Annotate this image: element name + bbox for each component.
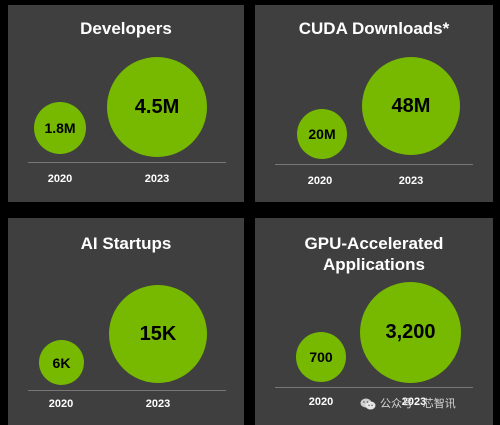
year-label: 2020 [47, 173, 73, 185]
chart-title-line-2: Applications [322, 255, 425, 274]
panel-ai-startups: AI Startups 6K 15K 2020 2023 [8, 218, 244, 425]
bubble-2020: 6K [39, 340, 84, 385]
bubble-2020: 700 [296, 332, 346, 382]
chart-title-line-1: GPU-Accelerated [304, 234, 444, 253]
bubble-2023: 15K [109, 285, 207, 383]
bubble-value-label: 700 [309, 349, 333, 365]
bubble-2020: 20M [297, 109, 347, 159]
year-label: 2023 [145, 398, 171, 410]
bubble-2023: 48M [362, 57, 460, 155]
bubble-value-label: 3,200 [385, 321, 436, 343]
bubble-2023: 4.5M [107, 57, 207, 157]
year-label: 2023 [398, 175, 424, 187]
bubble-2020: 1.8M [34, 102, 86, 154]
year-label: 2023 [401, 396, 427, 408]
bubble-value-label: 4.5M [134, 95, 180, 118]
bubble-value-label: 1.8M [44, 120, 76, 136]
bubble-value-label: 20M [308, 126, 336, 142]
watermark: 公众号 · 芯智讯 [360, 395, 494, 413]
panel-gpu-accelerated-applications: GPU-Accelerated Applications 700 3,200 2… [255, 218, 493, 425]
bubble-value-label: 15K [139, 322, 177, 345]
chart-title: CUDA Downloads* [298, 19, 450, 38]
baseline [275, 387, 473, 388]
baseline [28, 162, 226, 163]
panel-cuda-downloads: CUDA Downloads* 20M 48M 2020 2023 [255, 5, 493, 202]
bubble-value-label: 48M [391, 94, 431, 117]
year-label: 2020 [307, 175, 333, 187]
baseline [275, 164, 473, 165]
chart-title: AI Startups [80, 234, 172, 253]
panel-developers: Developers 1.8M 4.5M 2020 2023 [8, 5, 244, 202]
chart-title: Developers [80, 19, 172, 38]
bubble-value-label: 6K [52, 354, 71, 371]
watermark-text: 公众号 · 芯智讯 [380, 398, 456, 410]
year-label: 2023 [144, 173, 170, 185]
bubble-2023: 3,200 [360, 282, 461, 383]
baseline [28, 390, 226, 391]
year-label: 2020 [48, 398, 74, 410]
year-label: 2020 [308, 396, 334, 408]
wechat-icon [360, 398, 376, 410]
